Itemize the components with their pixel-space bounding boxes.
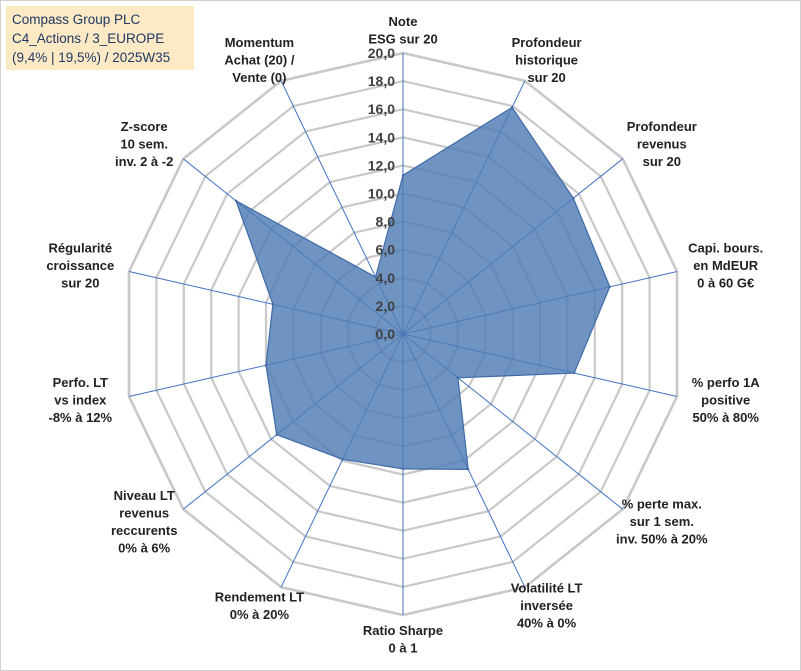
category-label-line: reccurents bbox=[111, 523, 177, 538]
tick-label: 12,0 bbox=[368, 157, 395, 173]
category-label: Niveau LT revenus reccurents 0% à 6% bbox=[111, 488, 177, 556]
category-label-line: croissance bbox=[46, 258, 114, 273]
category-label-line: inv. 50% à 20% bbox=[616, 532, 708, 547]
category-label-line: % perfo 1A bbox=[692, 375, 761, 390]
series-point bbox=[271, 303, 275, 306]
tick-label: 4,0 bbox=[376, 270, 396, 286]
category-label: Rendement LT 0% à 20% bbox=[215, 590, 304, 623]
category-label: Volatilité LT inversée 40% à 0% bbox=[511, 581, 583, 631]
tick-label: 18,0 bbox=[368, 73, 395, 89]
category-label-line: 0 à 60 G€ bbox=[697, 275, 754, 290]
category-label-line: 10 sem. bbox=[120, 136, 168, 151]
series-point bbox=[401, 467, 405, 471]
series-point bbox=[510, 106, 514, 109]
category-label-line: 0% à 20% bbox=[230, 607, 290, 622]
tick-label: 6,0 bbox=[376, 242, 396, 258]
tick-label: 16,0 bbox=[368, 101, 395, 117]
category-label: Capi. bours. en MdEUR 0 à 60 G€ bbox=[688, 240, 763, 290]
category-label-line: inv. 2 à -2 bbox=[115, 154, 173, 169]
tick-label: 14,0 bbox=[368, 129, 395, 145]
series-area bbox=[234, 106, 611, 471]
category-label-line: revenus bbox=[119, 505, 169, 520]
radar-category-labels: Note ESG sur 20 Profondeur historique sur 20… bbox=[46, 14, 763, 656]
series-point bbox=[456, 376, 460, 379]
tick-label: 2,0 bbox=[376, 298, 396, 314]
radar-tick-labels: 0,0 2,0 4,0 6,0 8,0 10,0 12,0 14,0 16,0 18,0 20,0 bbox=[368, 45, 395, 342]
category-label-line: sur 20 bbox=[61, 275, 99, 290]
category-label-line: Capi. bours. bbox=[688, 240, 763, 255]
category-label-line: Profondeur bbox=[512, 35, 582, 50]
category-label-line: Profondeur bbox=[627, 119, 697, 134]
category-label-line: Rendement LT bbox=[215, 590, 304, 605]
category-label-line: % perte max. bbox=[622, 497, 702, 512]
category-label-line: -8% à 12% bbox=[49, 410, 113, 425]
series-point bbox=[573, 371, 576, 375]
category-label-line: historique bbox=[515, 52, 578, 67]
category-label: Z-score 10 sem. inv. 2 à -2 bbox=[115, 119, 173, 169]
category-label-line: revenus bbox=[637, 136, 687, 151]
category-label-line: ESG sur 20 bbox=[368, 32, 437, 47]
category-label-line: Vente (0) bbox=[232, 70, 286, 85]
category-label-line: vs index bbox=[54, 393, 107, 408]
category-label-line: Volatilité LT bbox=[511, 581, 583, 596]
category-label-line: Momentum bbox=[225, 35, 294, 50]
series-point bbox=[572, 197, 575, 200]
title-line-company: Compass Group PLC bbox=[12, 12, 141, 27]
category-label-line: 0% à 6% bbox=[118, 540, 170, 555]
tick-label: 0,0 bbox=[376, 326, 396, 342]
category-label: Profondeur revenus sur 20 bbox=[627, 119, 697, 169]
category-label-line: 0 à 1 bbox=[389, 641, 418, 656]
series-point bbox=[401, 174, 405, 177]
category-label-line: sur 20 bbox=[527, 70, 565, 85]
series-point bbox=[234, 199, 238, 202]
category-label-line: Niveau LT bbox=[114, 488, 175, 503]
category-label-line: Z-score bbox=[121, 119, 168, 134]
category-label: % perte max. sur 1 sem. inv. 50% à 20% bbox=[616, 497, 708, 547]
category-label-line: inversée bbox=[520, 598, 573, 613]
category-label: Momentum Achat (20) / Vente (0) bbox=[224, 35, 294, 85]
tick-label: 20,0 bbox=[368, 45, 395, 61]
category-label: Perfo. LT vs index -8% à 12% bbox=[49, 375, 113, 425]
category-label-line: en MdEUR bbox=[693, 258, 759, 273]
category-label: Profondeur historique sur 20 bbox=[512, 35, 582, 85]
radar-series bbox=[234, 106, 611, 471]
category-label-line: positive bbox=[701, 393, 750, 408]
category-label: Régularité croissance sur 20 bbox=[46, 240, 114, 290]
title-line-stats: (9,4% | 19,5%) / 2025W35 bbox=[12, 50, 171, 65]
category-label: Note ESG sur 20 bbox=[368, 14, 437, 47]
chart-title-box: Compass Group PLC C4_Actions / 3_EUROPE … bbox=[6, 6, 194, 70]
series-point bbox=[264, 364, 268, 367]
series-point bbox=[374, 275, 377, 279]
category-label-line: Régularité bbox=[49, 240, 113, 255]
category-label-line: Ratio Sharpe bbox=[363, 623, 443, 638]
category-label-line: Achat (20) / bbox=[224, 52, 294, 67]
category-label-line: Perfo. LT bbox=[53, 375, 108, 390]
category-label: % perfo 1A positive 50% à 80% bbox=[692, 375, 761, 425]
series-point bbox=[275, 433, 278, 436]
series-point bbox=[467, 468, 470, 471]
title-line-category: C4_Actions / 3_EUROPE bbox=[12, 31, 165, 46]
category-label-line: sur 1 sem. bbox=[630, 514, 694, 529]
tick-label: 8,0 bbox=[376, 214, 396, 230]
category-label-line: 50% à 80% bbox=[692, 410, 759, 425]
category-label-line: sur 20 bbox=[643, 154, 681, 169]
series-point bbox=[608, 285, 611, 288]
category-label: Ratio Sharpe 0 à 1 bbox=[363, 623, 443, 656]
category-label-line: Note bbox=[389, 14, 418, 29]
category-label-line: 40% à 0% bbox=[517, 616, 577, 631]
series-point bbox=[341, 458, 344, 461]
tick-label: 10,0 bbox=[368, 186, 395, 202]
